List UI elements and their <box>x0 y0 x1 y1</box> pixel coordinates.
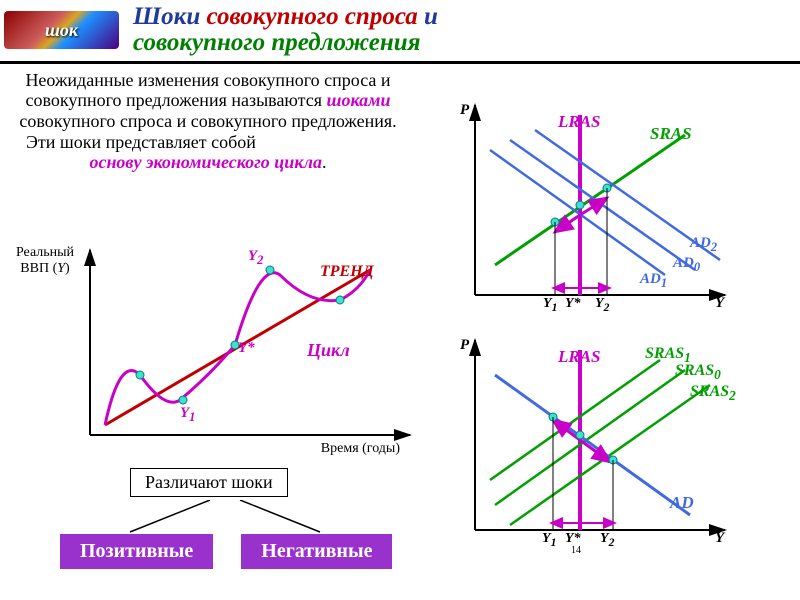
intro-line3: Эти шоки представляет собой <box>26 132 256 152</box>
top-LRAS: LRAS <box>558 112 601 132</box>
y2-t: Y <box>248 248 257 264</box>
y2-s: 2 <box>257 253 263 267</box>
ad1s: 1 <box>661 276 667 290</box>
intro-basis: основу экономического цикла <box>89 152 322 172</box>
by2t: Y <box>600 531 609 546</box>
y-axis-l3: ) <box>65 261 70 276</box>
distinguish-box: Различают шоки <box>130 468 288 497</box>
cycle-chart: Реальный ВВП (Y) Y1 Y2 Y* ТРЕНД Цикл Вре… <box>10 245 430 455</box>
ty2t: Y <box>595 296 604 311</box>
title-word-4: совокупного предложения <box>133 29 421 56</box>
s0s: 0 <box>714 367 721 382</box>
title-word-2: совокупного спроса <box>206 3 424 30</box>
logo-text: шок <box>45 20 78 41</box>
by1t: Y <box>542 531 551 546</box>
header: шок Шоки совокупного спроса и совокупног… <box>0 0 800 64</box>
y-axis-l2: ВВП ( <box>20 261 57 276</box>
page-title: Шоки совокупного спроса и совокупного пр… <box>133 4 438 57</box>
ad2t: AD <box>690 235 711 251</box>
top-Y2: Y2 <box>595 296 609 314</box>
ad0t: AD <box>673 255 694 271</box>
positive-box: Позитивные <box>60 534 213 569</box>
top-Y: Y <box>715 295 724 312</box>
as-shock-chart: P Y LRAS SRAS1 SRAS0 SRAS2 AD Y1 Y* Y2 1… <box>435 335 735 545</box>
s1t: SRAS <box>645 345 684 362</box>
intro-period: . <box>322 152 327 172</box>
s2s: 2 <box>729 388 736 403</box>
y-axis-label: Реальный ВВП (Y) <box>10 245 80 277</box>
bot-AD: AD <box>670 493 694 513</box>
top-AD2: AD2 <box>690 235 717 255</box>
y1-s: 1 <box>189 410 195 424</box>
bot-Y: Y <box>715 530 724 547</box>
cycle-label: Цикл <box>307 340 350 361</box>
bot-P: P <box>460 337 469 354</box>
by1s: 1 <box>551 536 557 549</box>
x-axis-label: Время (годы) <box>321 441 400 457</box>
title-word-1: Шоки <box>133 3 206 30</box>
bot-Y1: Y1 <box>542 531 556 549</box>
ad1t: AD <box>640 271 661 287</box>
s0t: SRAS <box>675 362 714 379</box>
top-P: P <box>460 102 469 119</box>
ystar-label: Y* <box>238 340 255 357</box>
ty1t: Y <box>543 296 552 311</box>
bot-Y2: Y2 <box>600 531 614 549</box>
title-word-3: и <box>424 3 438 30</box>
trend-label: ТРЕНД <box>320 263 374 281</box>
pos-neg-row: Позитивные Негативные <box>60 534 392 569</box>
s2t: SRAS <box>690 383 729 400</box>
by2s: 2 <box>609 536 615 549</box>
logo: шок <box>4 11 119 49</box>
top-AD0: AD0 <box>673 255 700 275</box>
y1-t: Y <box>180 405 189 421</box>
y2-label: Y2 <box>248 248 263 268</box>
ty1s: 1 <box>552 301 558 314</box>
intro-line2: совокупного спроса и совокупного предлож… <box>19 111 396 131</box>
ad-shock-chart: P Y LRAS SRAS AD2 AD0 AD1 Y1 Y* Y2 <box>435 100 735 310</box>
y-axis-var: Y <box>57 261 65 276</box>
top-AD1: AD1 <box>640 271 667 291</box>
bot-SRAS0: SRAS0 <box>675 362 721 383</box>
page-number: 14 <box>571 545 581 556</box>
top-Y1: Y1 <box>543 296 557 314</box>
y1-label: Y1 <box>180 405 195 425</box>
y-axis-l1: Реальный <box>16 245 74 260</box>
top-Ystar: Y* <box>565 296 581 312</box>
intro-shocks: шоками <box>327 90 391 110</box>
ad0s: 0 <box>694 260 700 274</box>
ty2s: 2 <box>604 301 610 314</box>
bot-LRAS: LRAS <box>558 347 601 367</box>
intro-text: Неожиданные изменения совокупного спроса… <box>0 64 410 175</box>
bot-SRAS2: SRAS2 <box>690 383 736 404</box>
top-SRAS: SRAS <box>650 124 692 144</box>
negative-box: Негативные <box>241 534 392 569</box>
ad2s: 2 <box>711 240 717 254</box>
